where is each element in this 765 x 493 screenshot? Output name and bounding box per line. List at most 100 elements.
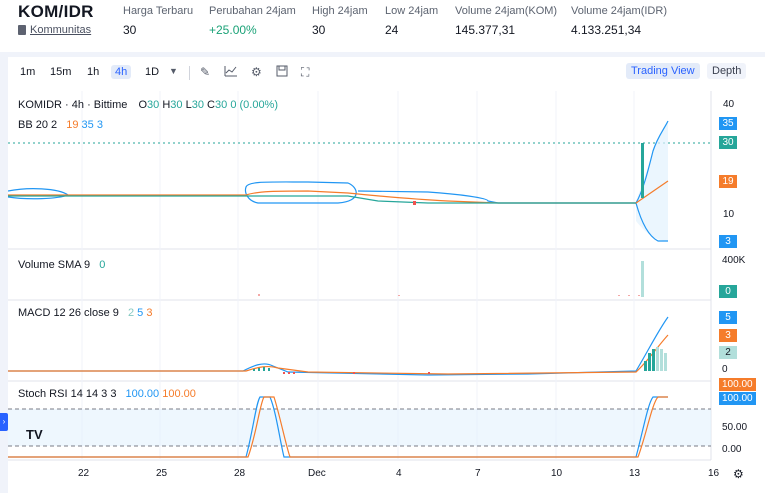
ohlc-high: 30 xyxy=(170,99,183,111)
time-label: 4 xyxy=(396,468,402,479)
pencil-icon[interactable]: ✎ xyxy=(200,65,211,79)
volume-value: 0 xyxy=(99,259,106,271)
timeframe-1d[interactable]: 1D xyxy=(145,66,160,78)
ohlc-close: 30 xyxy=(215,99,228,111)
timeframe-4h[interactable]: 4h xyxy=(111,65,132,79)
axis-tick: 0 xyxy=(722,364,728,375)
community-link[interactable]: Kommunitas xyxy=(18,24,91,36)
stoch-label: Stoch RSI 14 14 3 3 xyxy=(18,388,117,400)
price-tag-bb-lower: 3 xyxy=(719,235,737,248)
ohlc-l-label: L xyxy=(185,99,192,111)
macd-histogram-bar xyxy=(258,368,260,371)
volume-bar xyxy=(618,295,620,296)
stat-value: +25.00% xyxy=(209,23,257,37)
volume-bar xyxy=(628,295,630,296)
price-tag-last: 30 xyxy=(719,136,737,149)
ohlc-low: 30 xyxy=(191,99,204,111)
trading-view-tab[interactable]: Trading View xyxy=(626,63,700,79)
axis-tick: 40 xyxy=(723,99,735,110)
ohlc-change: 0 (0.00%) xyxy=(230,99,279,111)
macd-histogram-bar xyxy=(652,349,655,371)
caret-down-icon[interactable]: ▼ xyxy=(169,66,178,76)
axis-tick: 400K xyxy=(722,255,746,266)
fullscreen-icon[interactable]: ⛶ xyxy=(301,65,310,79)
time-label: 10 xyxy=(551,468,563,479)
time-label: 16 xyxy=(708,468,720,479)
bb-basis-value: 19 xyxy=(66,119,79,131)
stoch-k-tag: 100.00 xyxy=(719,392,756,405)
bb-basis-line xyxy=(8,180,669,204)
save-icon[interactable] xyxy=(276,65,288,80)
signal-line xyxy=(8,334,669,375)
chart-toolbar: 1m 15m 1h 4h 1D ▼ ✎ ⚙ ⛶ Trading View Dep… xyxy=(8,57,765,87)
bb-fill xyxy=(636,121,668,241)
volume-bar xyxy=(638,295,640,296)
main-title: KOMIDR · 4h · Bittime xyxy=(18,99,128,111)
bb-legend: BB 20 2 19 35 3 xyxy=(18,119,103,131)
volume-label: Volume SMA 9 xyxy=(18,259,91,271)
macd-signal-value: 3 xyxy=(146,307,153,319)
community-label: Kommunitas xyxy=(30,24,92,36)
ohlc-o-label: O xyxy=(138,99,148,111)
settings-icon[interactable]: ⚙ xyxy=(733,467,744,481)
time-label: 7 xyxy=(475,468,481,479)
time-label: Dec xyxy=(308,468,326,479)
main-legend: KOMIDR · 4h · Bittime O30 H30 L30 C30 0 … xyxy=(18,99,278,111)
chart-panel: 1m 15m 1h 4h 1D ▼ ✎ ⚙ ⛶ Trading View Dep… xyxy=(7,57,765,493)
macd-line xyxy=(8,316,669,376)
depth-tab[interactable]: Depth xyxy=(707,63,747,79)
timeframe-1h[interactable]: 1h xyxy=(87,66,100,78)
price-tag-bb-upper: 35 xyxy=(719,117,737,130)
histogram-tag: 2 xyxy=(719,346,737,359)
time-label: 13 xyxy=(629,468,641,479)
stat-label: Perubahan 24jam xyxy=(209,5,296,17)
pair-title: KOM/IDR xyxy=(18,2,94,21)
volume-legend: Volume SMA 9 0 xyxy=(18,259,105,271)
stat-change-24h: Perubahan 24jam +25.00% xyxy=(209,5,296,37)
stoch-d-line xyxy=(8,396,668,458)
expand-sidebar-icon[interactable]: › xyxy=(0,413,8,431)
stoch-band xyxy=(8,409,711,446)
macd-histogram-bar xyxy=(428,372,430,374)
stat-label: Harga Terbaru xyxy=(123,5,194,17)
macd-histogram-bar xyxy=(660,349,663,371)
macd-line-value: 5 xyxy=(137,307,144,319)
macd-histogram-bar xyxy=(293,372,295,374)
macd-histogram-bar xyxy=(644,361,647,371)
line-chart-icon[interactable] xyxy=(224,65,238,80)
stoch-k-value: 100.00 xyxy=(125,388,160,400)
timeframe-15m[interactable]: 15m xyxy=(50,66,72,78)
volume-bar xyxy=(258,294,260,296)
macd-histogram-bar xyxy=(656,347,659,371)
macd-histogram-bar xyxy=(253,369,255,371)
bb-lower-value: 3 xyxy=(96,119,103,131)
price-tag-bb-basis: 19 xyxy=(719,175,737,188)
stat-last-price: Harga Terbaru 30 xyxy=(123,5,193,37)
tradingview-logo: TV xyxy=(26,427,43,442)
ohlc-open: 30 xyxy=(147,99,160,111)
time-label: 22 xyxy=(78,468,90,479)
stat-label: Volume 24jam(IDR) xyxy=(571,5,667,17)
axis-tick: 10 xyxy=(723,209,735,220)
stat-low-24h: Low 24jam 24 xyxy=(385,5,438,37)
macd-histogram-bar xyxy=(648,353,651,371)
signal-tag: 3 xyxy=(719,329,737,342)
bb-label: BB 20 2 xyxy=(18,119,58,131)
macd-legend: MACD 12 26 close 9 2 5 3 xyxy=(18,307,152,319)
stoch-d-tag: 100.00 xyxy=(719,378,756,391)
timeframe-1m[interactable]: 1m xyxy=(20,66,36,78)
gear-icon[interactable]: ⚙ xyxy=(251,65,262,79)
chart-canvas xyxy=(7,91,712,461)
stat-label: Low 24jam xyxy=(385,5,439,17)
macd-histogram-bar xyxy=(664,353,667,371)
stat-value: 30 xyxy=(312,23,326,37)
stat-value: 30 xyxy=(123,23,137,37)
stat-value: 4.133.251,34 xyxy=(571,23,642,37)
stat-value: 145.377,31 xyxy=(455,23,516,37)
book-icon xyxy=(18,25,26,35)
volume-bar xyxy=(641,261,644,297)
stat-volume-idr: Volume 24jam(IDR) 4.133.251,34 xyxy=(571,5,667,37)
volume-bar xyxy=(398,295,400,296)
chart-area[interactable]: KOMIDR · 4h · Bittime O30 H30 L30 C30 0 … xyxy=(7,91,765,493)
